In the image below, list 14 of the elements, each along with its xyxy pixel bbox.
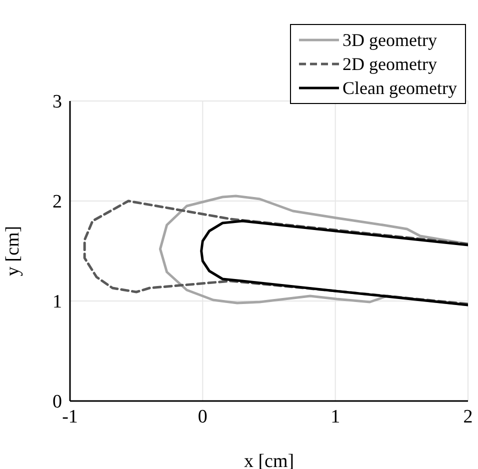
y-axis-title: y [cm]	[2, 226, 24, 276]
y-tick-label: 3	[52, 92, 62, 113]
x-tick-label: 2	[463, 406, 473, 428]
legend-label: 2D geometry	[342, 53, 438, 76]
x-tick-label: -1	[62, 406, 78, 428]
x-tick-label: 0	[198, 406, 208, 428]
line-series	[83, 200, 468, 306]
legend-label: Clean geometry	[342, 77, 457, 100]
y-tick-label: 1	[52, 292, 62, 313]
x-tick-label: 1	[330, 406, 340, 428]
y-tick-label: 2	[52, 192, 62, 213]
legend-label: 3D geometry	[342, 29, 438, 52]
y-tick-label: 0	[52, 392, 62, 413]
line-series	[200, 220, 468, 306]
